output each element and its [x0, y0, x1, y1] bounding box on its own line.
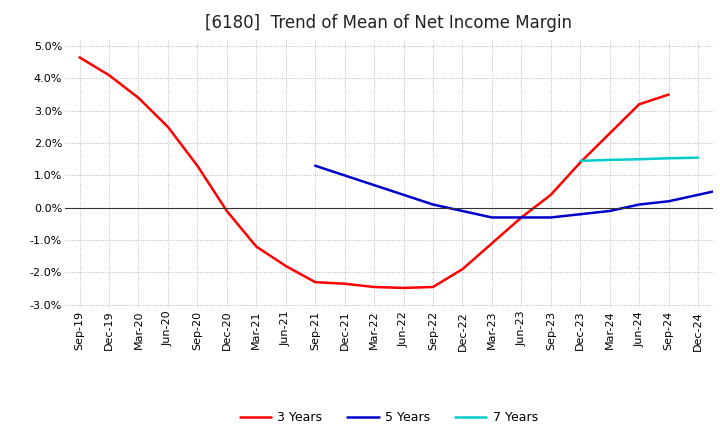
3 Years	[399, 285, 408, 290]
5 Years	[341, 173, 349, 178]
Legend: 3 Years, 5 Years, 7 Years: 3 Years, 5 Years, 7 Years	[235, 407, 543, 429]
5 Years	[606, 209, 614, 214]
5 Years	[665, 198, 673, 204]
5 Years	[428, 202, 437, 207]
5 Years	[635, 202, 644, 207]
5 Years	[487, 215, 496, 220]
Line: 3 Years: 3 Years	[79, 57, 669, 288]
3 Years	[665, 92, 673, 97]
7 Years	[665, 156, 673, 161]
3 Years	[458, 267, 467, 272]
3 Years	[546, 192, 555, 198]
3 Years	[370, 284, 379, 290]
5 Years	[311, 163, 320, 169]
3 Years	[576, 160, 585, 165]
3 Years	[341, 281, 349, 286]
7 Years	[694, 155, 703, 160]
Line: 5 Years: 5 Years	[315, 166, 720, 217]
3 Years	[104, 73, 113, 78]
3 Years	[606, 131, 614, 136]
3 Years	[193, 163, 202, 169]
Line: 7 Years: 7 Years	[580, 158, 698, 161]
3 Years	[635, 102, 644, 107]
Title: [6180]  Trend of Mean of Net Income Margin: [6180] Trend of Mean of Net Income Margi…	[205, 15, 572, 33]
5 Years	[576, 212, 585, 217]
3 Years	[428, 284, 437, 290]
5 Years	[546, 215, 555, 220]
3 Years	[311, 279, 320, 285]
7 Years	[635, 157, 644, 162]
3 Years	[163, 124, 172, 129]
5 Years	[694, 192, 703, 198]
5 Years	[399, 192, 408, 198]
3 Years	[487, 241, 496, 246]
5 Years	[370, 183, 379, 188]
3 Years	[134, 95, 143, 100]
3 Years	[517, 215, 526, 220]
7 Years	[576, 158, 585, 164]
3 Years	[222, 209, 231, 214]
3 Years	[75, 55, 84, 60]
3 Years	[282, 263, 290, 268]
3 Years	[252, 244, 261, 249]
5 Years	[517, 215, 526, 220]
5 Years	[458, 209, 467, 214]
7 Years	[606, 157, 614, 162]
